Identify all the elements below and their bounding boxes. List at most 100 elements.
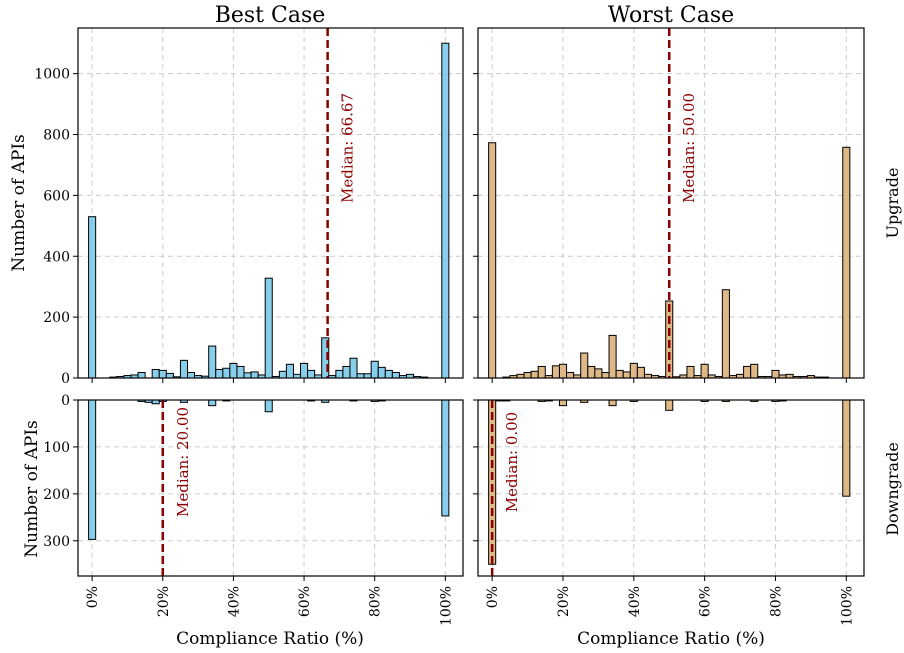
bar (278, 370, 287, 379)
bar (222, 367, 231, 379)
bar (88, 216, 97, 379)
bar (264, 399, 273, 413)
x-tick-label: 80% (368, 586, 384, 617)
axes-frame (77, 27, 464, 379)
bar (566, 372, 575, 379)
bar (342, 365, 351, 379)
bar (384, 369, 393, 379)
bar (558, 363, 568, 379)
y-tick-label: 200 (43, 310, 70, 326)
bar (300, 362, 309, 379)
bar (158, 369, 167, 379)
bar (370, 360, 379, 379)
bar (151, 368, 160, 379)
bar (842, 399, 851, 497)
y-tick-label: 200 (43, 487, 70, 503)
y-axis-label-downgrade: Number of APIs (22, 420, 42, 558)
y-tick-label: 300 (43, 534, 70, 550)
row-label-upgrade: Upgrade (883, 168, 902, 239)
bar (842, 146, 851, 379)
x-tick-label: 40% (226, 586, 242, 617)
bar (622, 371, 631, 379)
bar (377, 366, 386, 379)
y-tick-label: 0 (61, 371, 70, 387)
bar (771, 369, 780, 379)
bar (594, 368, 603, 379)
bar (488, 142, 497, 379)
plot-area: 0 200 400 600 800 1000 Median: 66.67 Median: 50… (34, 27, 865, 626)
bar (179, 359, 188, 379)
x-tick-label: 100% (438, 586, 454, 626)
bar (587, 365, 596, 379)
bar (615, 369, 624, 379)
panel-title-worst: Worst Case (608, 3, 734, 28)
bar (629, 362, 638, 379)
bar (530, 370, 539, 379)
bar (686, 365, 695, 379)
axes-frame (477, 27, 865, 379)
y-tick-label: 800 (43, 128, 70, 144)
axes-frame (77, 399, 464, 577)
bar (721, 289, 730, 379)
x-tick-label: 100% (839, 586, 855, 626)
bar (743, 365, 752, 379)
median-label: Median: 50.00 (680, 93, 698, 203)
x-tick-label: 60% (297, 586, 313, 617)
bar (608, 399, 617, 407)
bar (665, 399, 674, 411)
bar (335, 369, 344, 379)
bar (264, 277, 273, 379)
median-label: Median: 0.00 (503, 412, 521, 512)
panel-0: 0 200 400 600 800 1000 Median: 66.67 (34, 27, 464, 387)
bar (636, 366, 645, 379)
y-axis-label-upgrade: Number of APIs (9, 134, 29, 272)
median-label: Median: 66.67 (339, 93, 357, 203)
row-label-downgrade: Downgrade (883, 442, 902, 536)
x-tick-label: 0% (85, 586, 101, 608)
bar (186, 372, 196, 379)
bar (551, 365, 560, 379)
panel-2: 0 100 200 300 Median: 20.00 0% 20% 40% 60% 80% 100… (43, 393, 464, 626)
bar (363, 373, 372, 379)
bar (356, 373, 365, 379)
y-tick-label: 1000 (34, 67, 70, 83)
x-tick-label: 20% (556, 586, 572, 617)
bar (523, 372, 532, 379)
bar (165, 372, 174, 379)
bar (580, 352, 589, 379)
bar (608, 334, 617, 379)
bar (88, 399, 97, 540)
x-tick-label: 40% (627, 586, 643, 617)
bar (250, 371, 259, 379)
bar (750, 363, 759, 379)
panel-3: Median: 0.00 0% 20% 40% 60% 80% 100% (473, 399, 865, 626)
bar (229, 362, 238, 379)
bar (215, 368, 224, 379)
bar (236, 365, 245, 379)
bar (208, 345, 217, 379)
panel-title-best: Best Case (215, 3, 326, 28)
bar (537, 365, 546, 379)
y-tick-label: 600 (43, 188, 70, 204)
x-axis-label-best: Compliance Ratio (%) (176, 629, 364, 649)
bar (391, 372, 400, 379)
y-tick-label: 100 (43, 440, 70, 456)
bar (441, 399, 450, 517)
bar (243, 372, 252, 379)
median-label: Median: 20.00 (174, 407, 192, 517)
x-axis-label-worst: Compliance Ratio (%) (577, 629, 765, 649)
axes-frame (477, 399, 865, 577)
bar (137, 372, 146, 379)
x-tick-label: 0% (485, 586, 501, 608)
bar (285, 363, 294, 379)
bar (307, 369, 316, 379)
bar (601, 372, 610, 379)
panel-1: Median: 50.00 (473, 27, 865, 383)
bar (558, 399, 568, 407)
x-tick-label: 60% (698, 586, 714, 617)
bar (208, 399, 217, 407)
y-tick-label: 400 (43, 249, 70, 265)
x-tick-label: 80% (768, 586, 784, 617)
bar (700, 363, 709, 379)
